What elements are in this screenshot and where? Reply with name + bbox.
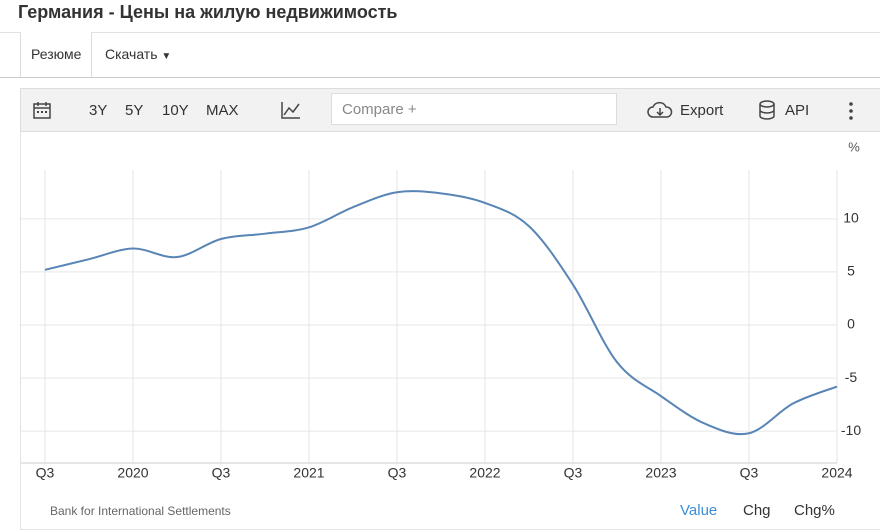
source: Bank for International Settlements [50,504,231,518]
view-tab[interactable]: Value [680,502,718,519]
page-title: Германия - Цены на жилую недвижимость [18,2,398,22]
view-tab[interactable]: Chg% [794,502,835,519]
range-button[interactable]: 10Y [162,102,189,119]
y-tick-label: 5 [847,263,855,279]
x-tick-label: Q3 [564,465,583,481]
export-button[interactable]: Export [680,102,724,119]
y-tick-label: -10 [841,422,861,438]
more-menu[interactable] [846,101,856,121]
x-tick-label: 2023 [645,465,676,481]
export-icon[interactable] [647,100,673,120]
x-tick-label: Q3 [740,465,759,481]
y-tick-label: 0 [847,316,855,332]
tab-bar [0,32,880,78]
x-tick-label: 2021 [293,465,324,481]
range-button[interactable]: 5Y [125,102,144,119]
calendar-icon[interactable] [32,100,52,120]
compare-input[interactable]: Compare + [331,93,617,125]
x-tick-label: 2020 [117,465,148,481]
y-tick-label: -5 [845,369,858,385]
x-tick-label: 2024 [821,465,852,481]
x-tick-label: Q3 [36,465,55,481]
range-button[interactable]: 3Y [89,102,108,119]
unit-label: % [848,139,860,154]
y-tick-label: 10 [843,210,859,226]
range-button[interactable]: MAX [206,102,239,119]
tab-label[interactable]: Скачать [105,46,158,62]
chart: % -10 -5 0 5 10 Q3 2020 Q3 2021 Q3 2022 Q3 2023 Q3 202… [21,139,861,481]
tab[interactable]: Резюме [20,32,93,77]
x-tick-label: Q3 [388,465,407,481]
api-icon[interactable] [757,99,777,121]
x-tick-label: Q3 [212,465,231,481]
view-tab[interactable]: Chg [743,502,771,519]
tab[interactable]: Скачать ▼ [105,46,172,62]
api-button[interactable]: API [785,102,810,119]
data-line [44,190,838,436]
chart-type-icon[interactable] [280,100,302,120]
x-tick-label: 2022 [469,465,500,481]
